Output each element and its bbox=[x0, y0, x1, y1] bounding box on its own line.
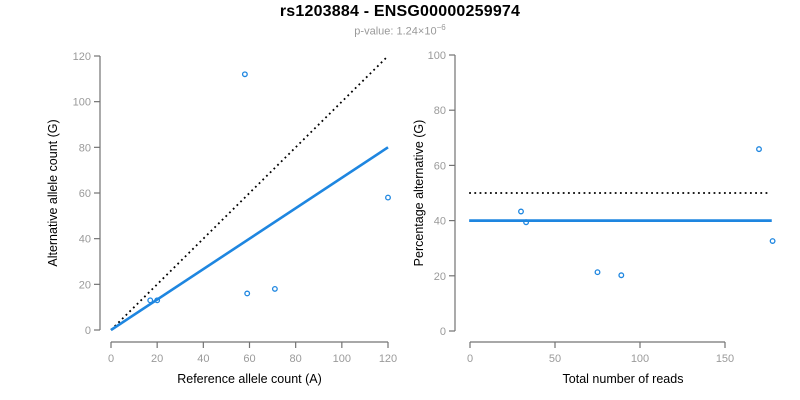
data-point bbox=[518, 208, 524, 215]
x-axis-title: Total number of reads bbox=[563, 372, 684, 386]
y-tick-label: 0 bbox=[85, 325, 91, 337]
y-tick-label: 60 bbox=[434, 160, 446, 172]
y-tick-label: 0 bbox=[440, 326, 446, 338]
right-plot: 0 20 40 60 80 100 0 50 100 150 Total number of rea… bbox=[412, 50, 776, 386]
pvalue-text: p-value: 1.24×10 bbox=[354, 25, 437, 38]
regression-line bbox=[110, 146, 389, 332]
data-point bbox=[618, 272, 625, 279]
y-tick-label: 20 bbox=[79, 279, 91, 291]
data-point bbox=[147, 297, 154, 304]
data-point bbox=[769, 238, 776, 244]
page-title: rs1203884 - ENSG00000259974 bbox=[279, 3, 521, 20]
data-point bbox=[244, 290, 251, 297]
y-tick-label: 20 bbox=[434, 271, 446, 283]
x-tick-label: 40 bbox=[197, 353, 209, 365]
y-tick-label: 100 bbox=[428, 50, 446, 62]
y-tick-label: 100 bbox=[73, 97, 91, 109]
x-tick-label: 0 bbox=[108, 353, 114, 365]
x-tick-label: 50 bbox=[549, 353, 561, 365]
data-point bbox=[154, 297, 161, 304]
y-axis-title: Alternative allele count (G) bbox=[46, 119, 60, 266]
y-tick-label: 80 bbox=[79, 142, 91, 154]
pvalue-exponent: −6 bbox=[436, 23, 446, 32]
x-tick-label: 20 bbox=[151, 353, 163, 365]
x-tick-label: 100 bbox=[631, 353, 649, 365]
x-tick-label: 120 bbox=[379, 353, 397, 365]
x-tick-label: 150 bbox=[716, 353, 734, 365]
y-tick-label: 60 bbox=[79, 188, 91, 200]
y-axis-title: Percentage alternative (G) bbox=[412, 120, 426, 267]
data-point bbox=[523, 219, 530, 226]
data-point bbox=[271, 285, 278, 292]
data-point bbox=[241, 71, 248, 78]
y-tick-label: 80 bbox=[434, 105, 446, 117]
left-plot: 0 20 40 60 80 100 120 0 20 40 60 80 100 120 Reference … bbox=[46, 51, 397, 386]
data-point bbox=[756, 146, 762, 153]
pvalue-subtitle: p-value: 1.24×10−6 bbox=[0, 23, 800, 38]
y-tick-label: 40 bbox=[434, 216, 446, 228]
data-point bbox=[385, 194, 391, 201]
x-axis-title: Reference allele count (A) bbox=[177, 372, 322, 386]
y-tick-label: 120 bbox=[73, 51, 91, 63]
x-tick-label: 0 bbox=[467, 353, 473, 365]
x-tick-label: 80 bbox=[290, 353, 302, 365]
identity-line bbox=[110, 55, 389, 331]
y-tick-label: 40 bbox=[79, 234, 91, 246]
x-tick-label: 100 bbox=[333, 353, 351, 365]
data-point bbox=[594, 269, 601, 276]
x-tick-label: 60 bbox=[243, 353, 255, 365]
